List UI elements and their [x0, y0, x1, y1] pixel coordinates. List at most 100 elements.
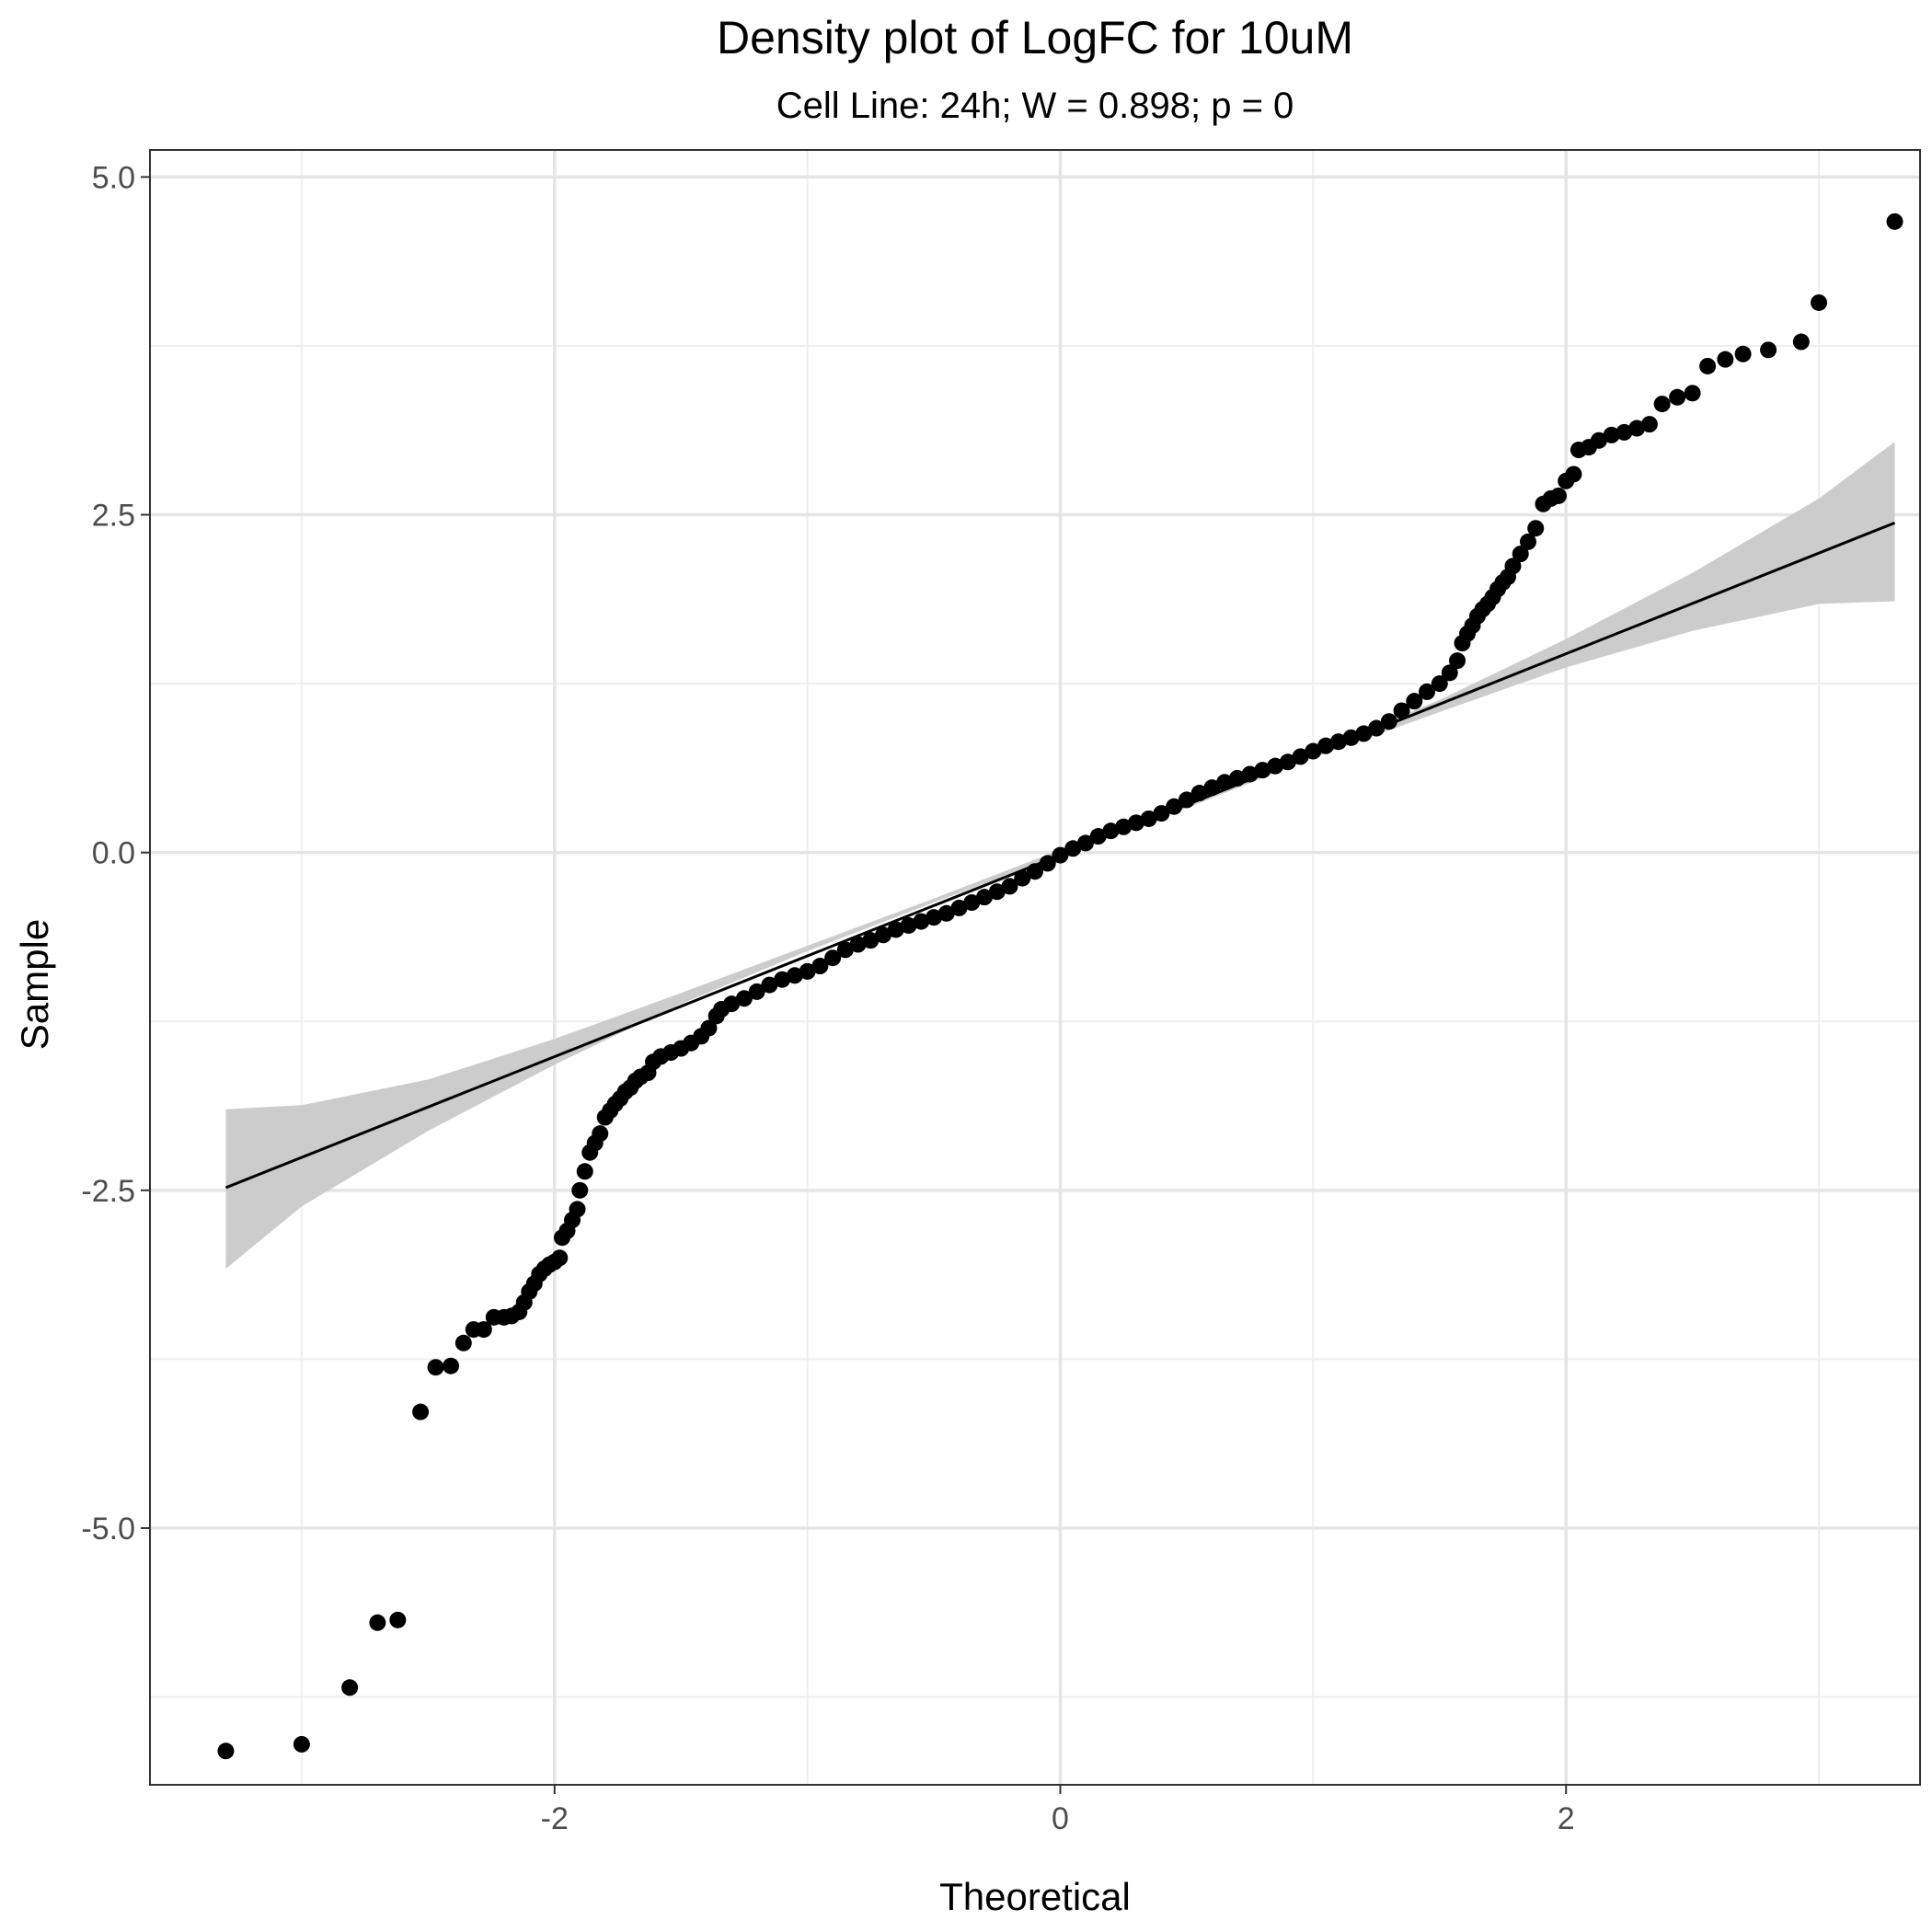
data-point [569, 1201, 586, 1218]
data-point [1279, 753, 1296, 771]
data-point [1549, 487, 1567, 504]
data-point [723, 995, 741, 1013]
data-point [1449, 652, 1466, 670]
x-tick-label: 2 [1558, 1801, 1575, 1836]
data-point [427, 1359, 444, 1376]
chart-subtitle: Cell Line: 24h; W = 0.898; p = 0 [776, 86, 1294, 126]
data-point [1228, 769, 1246, 787]
data-point [1628, 420, 1646, 437]
data-point [849, 936, 867, 953]
y-tick-label: 0.0 [92, 836, 135, 871]
data-point [887, 921, 904, 938]
data-point [1267, 757, 1284, 775]
data-point [963, 894, 981, 912]
data-point [1590, 431, 1607, 449]
data-point [389, 1611, 407, 1628]
data-point [1241, 765, 1259, 783]
data-point [412, 1403, 430, 1420]
data-point [571, 1181, 589, 1199]
data-point [1127, 814, 1144, 832]
data-point [592, 1125, 609, 1143]
y-tick-label: 2.5 [92, 499, 135, 534]
data-point [950, 899, 968, 916]
data-point [1178, 791, 1195, 809]
sample-points [217, 213, 1903, 1760]
major-gridlines [150, 150, 1920, 1785]
data-point [1616, 423, 1633, 441]
data-point [988, 883, 1006, 901]
data-point [1393, 702, 1410, 719]
data-point [1329, 733, 1347, 751]
data-point [1669, 388, 1686, 406]
data-point [748, 983, 765, 1000]
data-point [1039, 855, 1056, 872]
data-point [1504, 558, 1522, 575]
data-point [1076, 834, 1094, 852]
data-point [1811, 293, 1828, 311]
data-point [811, 958, 829, 975]
data-point [1717, 351, 1734, 368]
data-point [1166, 798, 1183, 815]
data-point [1203, 779, 1221, 797]
data-point [1153, 805, 1170, 822]
data-point [900, 916, 917, 934]
data-point [735, 990, 753, 1007]
data-point [1190, 785, 1208, 802]
data-point [1380, 713, 1397, 730]
panel-border [149, 149, 1921, 1786]
data-point [1355, 725, 1373, 742]
data-point [1001, 878, 1018, 895]
data-point [1305, 742, 1322, 760]
data-point [1512, 546, 1529, 563]
data-point [1684, 385, 1701, 402]
data-point [1519, 533, 1536, 550]
chart-title: Density plot of LogFC for 10uM [717, 12, 1353, 63]
data-point [1699, 357, 1717, 374]
data-point [443, 1357, 460, 1374]
data-point [454, 1334, 472, 1351]
data-point [1431, 675, 1448, 693]
data-point [341, 1679, 359, 1696]
data-point [1052, 846, 1069, 864]
data-point [217, 1742, 235, 1760]
data-point [1760, 341, 1777, 359]
data-point [1603, 426, 1620, 443]
y-tick-label: -2.5 [81, 1174, 135, 1209]
data-point [1216, 774, 1234, 791]
data-point [774, 971, 791, 988]
data-point [1317, 737, 1335, 754]
data-point [1342, 729, 1360, 746]
data-point [786, 967, 803, 984]
data-point [1792, 333, 1810, 351]
data-point [836, 941, 854, 959]
data-point [576, 1163, 593, 1180]
data-point [293, 1735, 310, 1753]
data-point [1140, 810, 1157, 827]
data-point [926, 909, 943, 926]
data-point [1653, 396, 1671, 413]
data-point [1089, 828, 1107, 845]
x-tick-label: -2 [541, 1801, 569, 1836]
data-point [1368, 719, 1386, 737]
data-point [1102, 822, 1120, 840]
data-point [913, 913, 930, 930]
data-point [937, 904, 955, 922]
data-point [1419, 683, 1436, 700]
data-point [761, 976, 778, 994]
data-point [976, 889, 994, 906]
data-point [1014, 869, 1031, 887]
data-point [824, 949, 842, 967]
data-point [799, 962, 816, 980]
data-point [551, 1249, 569, 1267]
data-point [1734, 345, 1752, 362]
data-point [1565, 466, 1582, 483]
data-point [1115, 818, 1133, 835]
data-point [1292, 748, 1309, 765]
y-axis: 5.0 2.5 0.0 -2.5 -5.0 [81, 160, 150, 1547]
data-point [1027, 863, 1043, 880]
data-point [700, 1019, 718, 1037]
data-point [1064, 840, 1082, 857]
x-axis-label: Theoretical [939, 1875, 1131, 1918]
data-point [475, 1321, 492, 1339]
